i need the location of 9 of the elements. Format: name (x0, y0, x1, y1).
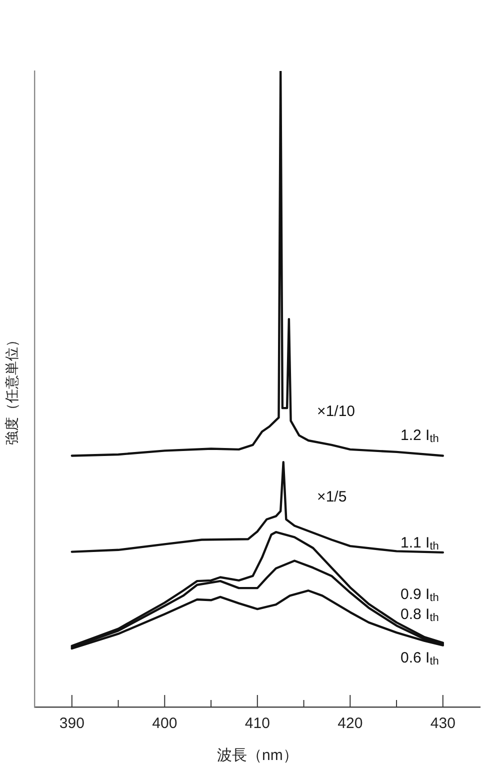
x-tick-label: 400 (152, 715, 178, 732)
x-tick-label: 420 (338, 715, 363, 732)
y-axis-title: 強度（任意単位） (3, 333, 20, 445)
x-tick-label: 410 (244, 715, 270, 732)
x-tick-label: 390 (59, 715, 84, 732)
annotation: ×1/5 (317, 488, 347, 506)
x-axis-title: 波長（nm） (216, 747, 298, 764)
x-tick-label: 430 (430, 715, 456, 732)
annotation: ×1/10 (317, 402, 356, 420)
